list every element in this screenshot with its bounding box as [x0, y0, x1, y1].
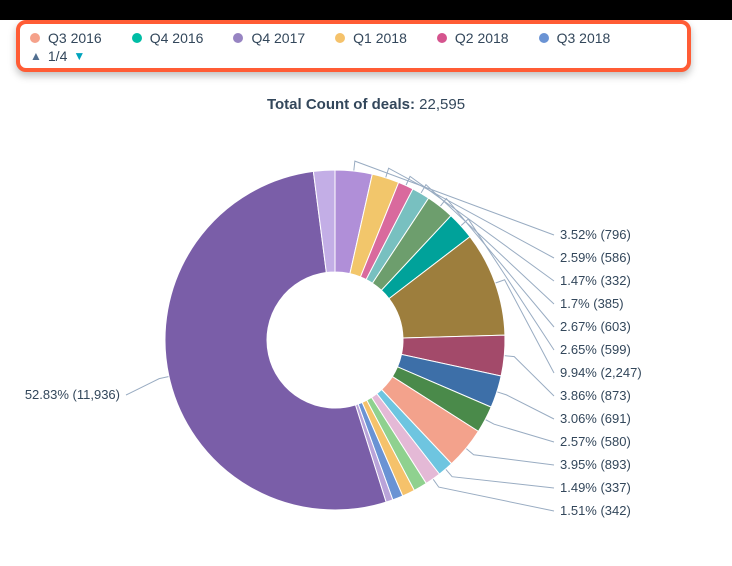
legend-swatch: [539, 33, 549, 43]
legend-swatch: [30, 33, 40, 43]
top-black-bar: [0, 0, 732, 20]
leader-line: [504, 356, 554, 396]
leader-line: [433, 479, 554, 511]
legend-label: Q4 2016: [150, 30, 204, 46]
legend-item[interactable]: Q3 2018: [539, 30, 611, 46]
legend-label: Q3 2016: [48, 30, 102, 46]
slice-label: 3.52% (796): [560, 227, 631, 242]
slice-label: 3.06% (691): [560, 411, 631, 426]
page-prev-icon[interactable]: ▲: [30, 49, 42, 63]
leader-line: [466, 448, 554, 465]
slice-label: 52.83% (11,936): [25, 387, 120, 402]
page-indicator: 1/4: [48, 48, 67, 64]
leader-line: [446, 469, 554, 488]
legend-label: Q4 2017: [251, 30, 305, 46]
slice-label: 3.86% (873): [560, 388, 631, 403]
legend-row: Q3 2016 Q4 2016 Q4 2017 Q1 2018 Q2 2018 Q3 20…: [30, 30, 677, 46]
slice-label: 2.65% (599): [560, 342, 631, 357]
legend-swatch: [233, 33, 243, 43]
slice-label: 2.67% (603): [560, 319, 631, 334]
leader-line: [126, 377, 169, 395]
legend-item[interactable]: Q1 2018: [335, 30, 407, 46]
donut-slices: [165, 170, 505, 510]
leader-line: [497, 392, 554, 419]
legend-item[interactable]: Q3 2016: [30, 30, 102, 46]
legend-item[interactable]: Q4 2017: [233, 30, 305, 46]
legend-item[interactable]: Q2 2018: [437, 30, 509, 46]
slice-label: 1.51% (342): [560, 503, 631, 518]
legend-swatch: [132, 33, 142, 43]
donut-chart: 3.52% (796) 2.59% (586) 1.47% (332) 1.7% (3…: [0, 110, 732, 566]
slice-label: 2.57% (580): [560, 434, 631, 449]
legend-label: Q1 2018: [353, 30, 407, 46]
legend-swatch: [335, 33, 345, 43]
slice-label: 1.47% (332): [560, 273, 631, 288]
legend-swatch: [437, 33, 447, 43]
legend-item[interactable]: Q4 2016: [132, 30, 204, 46]
leader-line: [485, 420, 554, 442]
legend-label: Q3 2018: [557, 30, 611, 46]
page-next-icon[interactable]: ▼: [73, 49, 85, 63]
legend-label: Q2 2018: [455, 30, 509, 46]
slice-label: 2.59% (586): [560, 250, 631, 265]
slice-label: 3.95% (893): [560, 457, 631, 472]
legend-container: Q3 2016 Q4 2016 Q4 2017 Q1 2018 Q2 2018 Q3 20…: [16, 20, 691, 72]
slice-label: 1.49% (337): [560, 480, 631, 495]
legend-pager: ▲ 1/4 ▼: [30, 48, 677, 64]
slice-label: 1.7% (385): [560, 296, 624, 311]
slice-label: 9.94% (2,247): [560, 365, 642, 380]
